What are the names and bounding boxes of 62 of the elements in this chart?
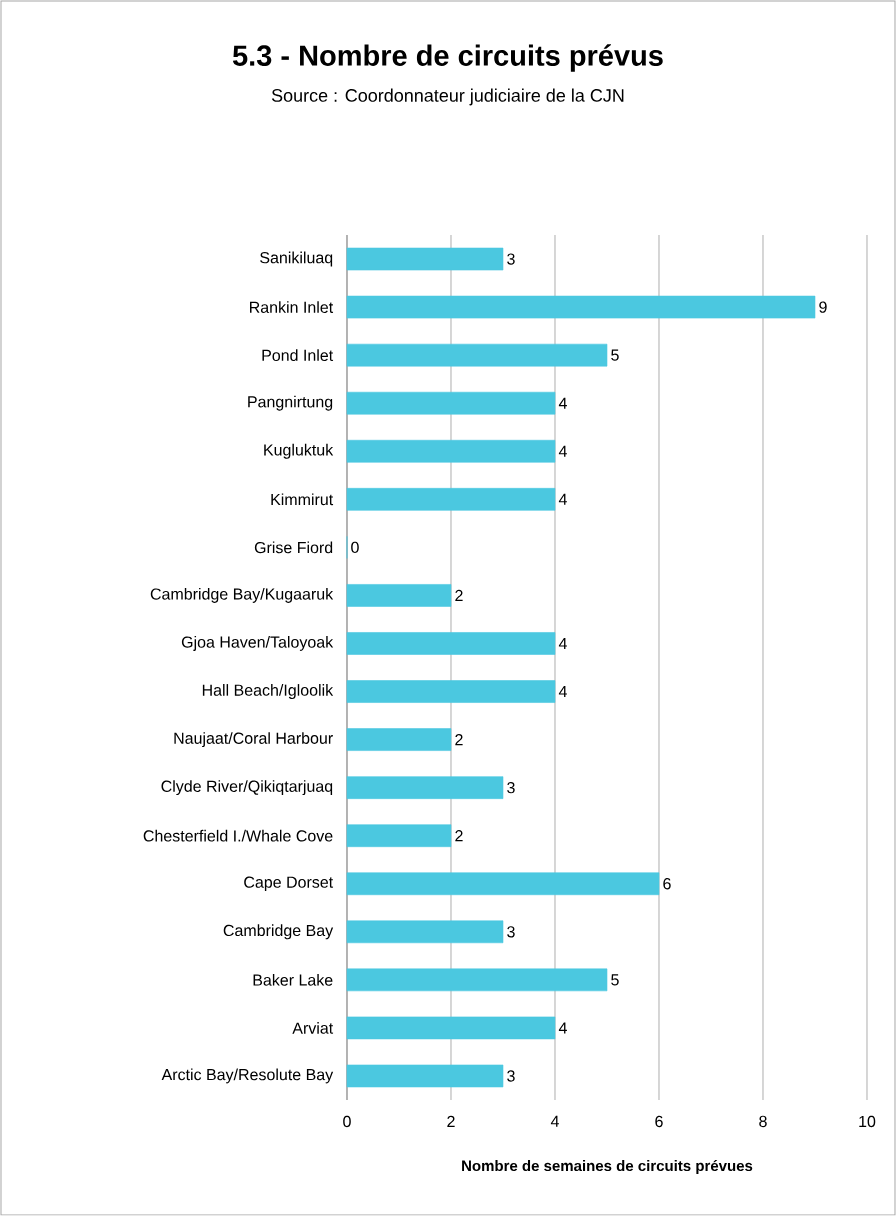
y-tick-label: Baker Lake bbox=[253, 973, 333, 986]
bar bbox=[346, 776, 504, 799]
y-tick-label: Hall Beach/Igloolik bbox=[202, 684, 334, 699]
data-label: 6 bbox=[663, 878, 671, 890]
y-tick-label: Clyde River/Qikiqtarjuaq bbox=[161, 780, 333, 796]
y-tick-label: Cape Dorset bbox=[244, 876, 334, 892]
bar bbox=[346, 824, 452, 847]
x-tick-label: 0 bbox=[343, 1115, 351, 1128]
y-tick-label: Grise Fiord bbox=[254, 541, 333, 554]
x-axis-title: Nombre de semaines de circuits prévues bbox=[462, 1159, 753, 1175]
data-label: 5 bbox=[611, 974, 619, 986]
data-label: 4 bbox=[558, 637, 567, 649]
bar bbox=[346, 1016, 556, 1040]
x-tick-label: 6 bbox=[655, 1115, 663, 1128]
data-label: 0 bbox=[351, 541, 359, 554]
bar bbox=[346, 391, 556, 415]
data-label: 2 bbox=[455, 589, 463, 602]
bar bbox=[346, 488, 556, 511]
data-label: 3 bbox=[507, 1070, 515, 1082]
x-tick-label: 10 bbox=[859, 1115, 876, 1128]
data-label: 3 bbox=[507, 253, 515, 265]
chart-subtitle: Source : Coordonnateur judiciaire de la CJN bbox=[271, 88, 624, 106]
y-tick-label: Sanikiluaq bbox=[260, 251, 333, 267]
bar bbox=[346, 439, 556, 463]
bar bbox=[346, 728, 452, 751]
y-tick-label: Pangnirtung bbox=[248, 395, 333, 411]
data-label: 2 bbox=[455, 734, 463, 746]
data-label: 4 bbox=[558, 686, 567, 698]
y-tick-label: Gjoa Haven/Taloyoak bbox=[181, 636, 334, 651]
bar bbox=[346, 247, 504, 271]
y-tick-label: Cambridge Bay bbox=[223, 924, 334, 940]
y-tick-label: Chesterfield I./Whale Cove bbox=[143, 829, 333, 842]
bar bbox=[346, 295, 816, 319]
y-tick-label: Naujaat/Coral Harbour bbox=[174, 732, 333, 748]
bar bbox=[346, 584, 452, 607]
y-tick-label: Arviat bbox=[292, 1022, 334, 1034]
y-tick-label: Cambridge Bay/Kugaaruk bbox=[150, 587, 334, 603]
bar bbox=[346, 968, 608, 992]
bar bbox=[346, 632, 556, 655]
data-label: 9 bbox=[819, 301, 827, 313]
y-tick-label: Rankin Inlet bbox=[250, 301, 334, 313]
bar bbox=[346, 680, 556, 703]
bar bbox=[346, 1064, 504, 1088]
data-label: 4 bbox=[558, 397, 567, 409]
chart-title: 5.3 - Nombre de circuits prévus bbox=[232, 44, 663, 72]
data-label: 4 bbox=[558, 445, 567, 457]
bar bbox=[346, 920, 504, 944]
x-tick-label: 4 bbox=[550, 1115, 559, 1127]
y-tick-label: Kimmirut bbox=[271, 493, 334, 506]
y-tick-label: Arctic Bay/Resolute Bay bbox=[161, 1068, 334, 1084]
x-tick-label: 2 bbox=[447, 1115, 455, 1127]
y-tick-label: Kugluktuk bbox=[264, 443, 334, 459]
data-label: 4 bbox=[558, 493, 567, 505]
data-label: 2 bbox=[455, 830, 463, 842]
bar bbox=[346, 343, 608, 367]
data-label: 3 bbox=[507, 781, 515, 794]
y-tick-label: Pond Inlet bbox=[262, 349, 334, 362]
data-label: 3 bbox=[507, 926, 515, 938]
bar bbox=[346, 872, 660, 896]
x-tick-label: 8 bbox=[759, 1115, 767, 1128]
data-label: 4 bbox=[558, 1022, 567, 1034]
data-label: 5 bbox=[611, 349, 619, 361]
